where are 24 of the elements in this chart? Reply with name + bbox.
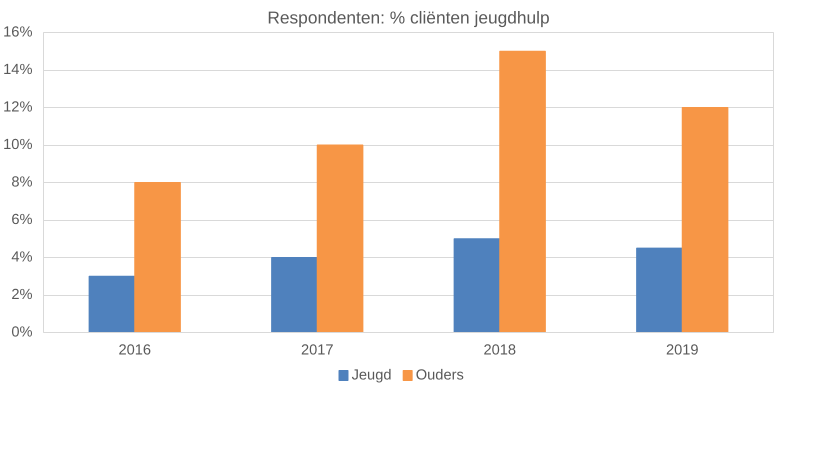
x-tick-label: 2018 — [483, 342, 516, 358]
bar — [271, 257, 318, 332]
x-tick-label: 2019 — [666, 342, 699, 358]
bar — [88, 276, 136, 332]
chart-title: Respondenten: % cliënten jeugdhulp — [267, 8, 550, 28]
y-tick-label: 6% — [11, 212, 33, 228]
y-tick-label: 14% — [3, 62, 33, 78]
y-tick-label: 0% — [11, 324, 33, 340]
bar — [134, 182, 181, 332]
x-tick-label: 2016 — [118, 342, 152, 358]
y-tick-label: 10% — [3, 137, 33, 153]
legend-label: Jeugd — [352, 368, 392, 384]
y-tick-label: 12% — [3, 100, 33, 116]
bar — [682, 107, 728, 332]
bar — [499, 50, 546, 332]
y-tick-label: 8% — [11, 174, 33, 190]
bar — [636, 248, 683, 332]
x-tick-label: 2017 — [300, 342, 334, 358]
bar — [454, 238, 500, 332]
bar — [316, 144, 364, 332]
y-tick-label: 4% — [11, 250, 33, 266]
y-tick-label: 2% — [11, 287, 33, 303]
legend-label: Ouders — [416, 368, 464, 384]
y-tick-label: 16% — [3, 24, 33, 40]
